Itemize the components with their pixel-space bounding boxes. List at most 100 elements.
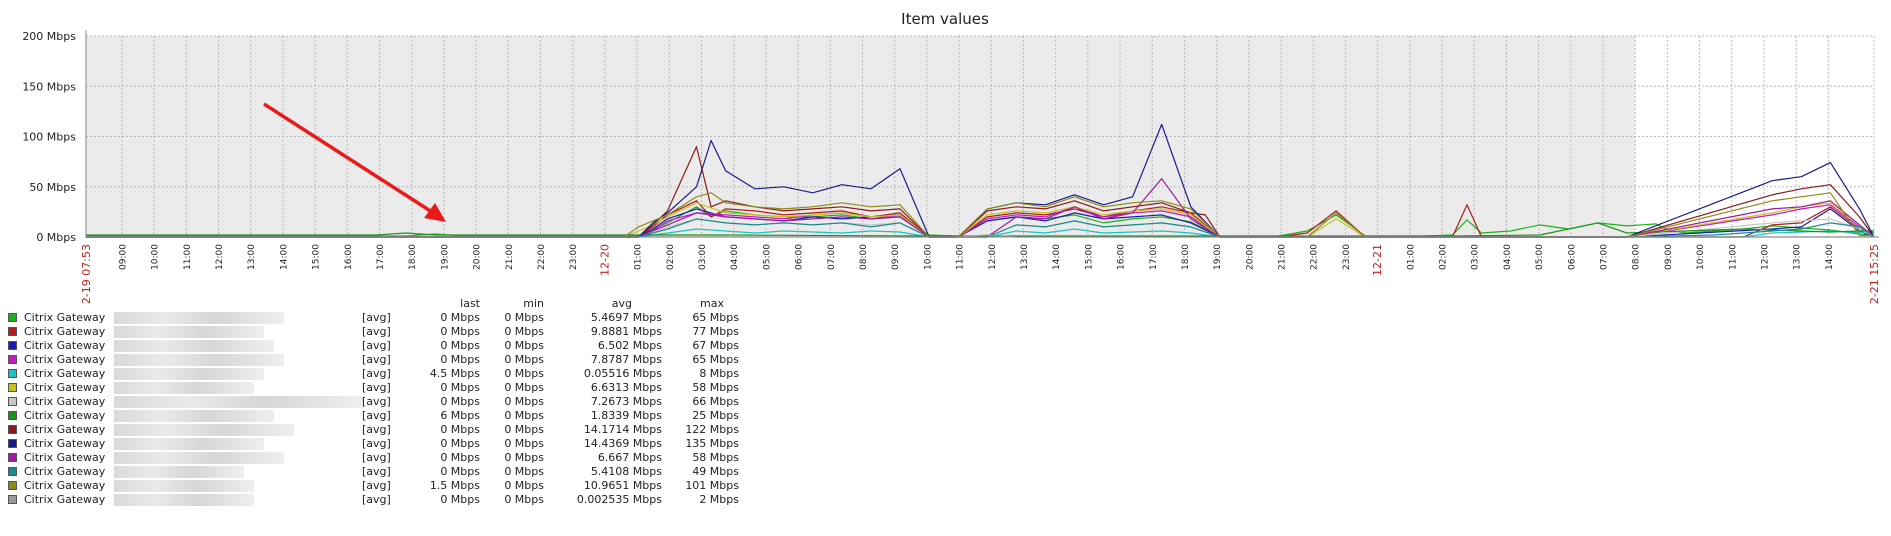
y-tick-label: 0 Mbps — [36, 231, 76, 244]
y-tick-label: 200 Mbps — [22, 30, 76, 43]
legend-last-value: 0 Mbps — [440, 339, 480, 352]
arrow-head — [424, 203, 446, 222]
legend-row: Citrix Gateway [avg] 0 Mbps 0 Mbps 7.2673 Mb… — [8, 395, 748, 409]
series-line-8 — [86, 222, 1874, 237]
x-tick-label: 09:00 — [891, 244, 901, 270]
legend-min-value: 0 Mbps — [504, 311, 544, 324]
x-tick-label: 07:00 — [1600, 244, 1610, 270]
redacted-item-key — [114, 494, 254, 506]
legend-max-value: 49 Mbps — [692, 465, 739, 478]
legend-avg-value: 6.502 Mbps — [597, 339, 662, 352]
legend-row: Citrix Gateway [avg] 0 Mbps 0 Mbps 6.667 Mbp… — [8, 451, 748, 465]
x-tick-label: 17:00 — [376, 244, 386, 270]
y-axis-ticks: 0 Mbps 50 Mbps 100 Mbps 150 Mbps 200 Mbps — [22, 30, 76, 244]
x-tick-label: 14:00 — [1825, 244, 1835, 270]
legend-min-value: 0 Mbps — [504, 367, 544, 380]
x-tick-label: 19:00 — [440, 244, 450, 270]
redacted-item-key — [114, 438, 264, 450]
arrow-shaft — [263, 102, 433, 214]
legend-row: Citrix Gateway [avg] 0 Mbps 0 Mbps 0.002535 … — [8, 493, 748, 507]
legend-row: Citrix Gateway [avg] 0 Mbps 0 Mbps 9.8881 Mb… — [8, 325, 748, 339]
x-tick-label: 12-20 — [598, 244, 611, 276]
redacted-item-key — [114, 354, 284, 366]
redacted-item-key — [114, 312, 284, 324]
legend-row: Citrix Gateway [avg] 4.5 Mbps 0 Mbps 0.05516… — [8, 367, 748, 381]
x-tick-label: 23:00 — [1342, 244, 1352, 270]
x-tick-label: 02:00 — [666, 244, 676, 270]
x-tick-label: 22:00 — [537, 244, 547, 270]
legend: last min avg max Citrix Gateway [avg] 0 Mb… — [8, 297, 748, 507]
x-tick-label: 11:00 — [1728, 244, 1738, 270]
x-tick-label: 06:00 — [1567, 244, 1577, 270]
legend-color-swatch — [8, 495, 17, 504]
legend-avg-value: 6.6313 Mbps — [590, 381, 662, 394]
legend-avg-value: 7.8787 Mbps — [590, 353, 662, 366]
legend-function: [avg] — [362, 395, 391, 408]
legend-item-name: Citrix Gateway — [24, 465, 106, 478]
redacted-item-key — [114, 424, 294, 436]
legend-max-value: 2 Mbps — [699, 493, 739, 506]
series-line-12 — [86, 218, 1875, 238]
x-tick-label: 04:00 — [730, 244, 740, 270]
legend-last-value: 0 Mbps — [440, 311, 480, 324]
x-tick-label: 15:00 — [312, 244, 322, 270]
legend-max-value: 58 Mbps — [692, 381, 739, 394]
legend-item-name: Citrix Gateway — [24, 353, 106, 366]
y-tick-label: 50 Mbps — [29, 181, 76, 194]
legend-last-value: 6 Mbps — [440, 409, 480, 422]
legend-row: Citrix Gateway [avg] 1.5 Mbps 0 Mbps 10.9651… — [8, 479, 748, 493]
legend-min-value: 0 Mbps — [504, 339, 544, 352]
legend-item-name: Citrix Gateway — [24, 311, 106, 324]
legend-max-value: 101 Mbps — [685, 479, 739, 492]
legend-max-value: 67 Mbps — [692, 339, 739, 352]
legend-color-swatch — [8, 369, 17, 378]
legend-function: [avg] — [362, 381, 391, 394]
redacted-item-key — [114, 466, 244, 478]
x-tick-label: 13:00 — [247, 244, 257, 270]
x-tick-label: 08:00 — [1632, 244, 1642, 270]
x-tick-label: 16:00 — [1117, 244, 1127, 270]
x-tick-label: 17:00 — [1149, 244, 1159, 270]
x-tick-label: 10:00 — [1696, 244, 1706, 270]
legend-item-name: Citrix Gateway — [24, 409, 106, 422]
legend-avg-value: 0.002535 Mbps — [576, 493, 662, 506]
legend-item-name: Citrix Gateway — [24, 423, 106, 436]
legend-row: Citrix Gateway [avg] 0 Mbps 0 Mbps 7.8787 Mb… — [8, 353, 748, 367]
x-tick-label: 16:00 — [344, 244, 354, 270]
legend-min-value: 0 Mbps — [504, 451, 544, 464]
legend-avg-value: 14.4369 Mbps — [583, 437, 662, 450]
redacted-item-key — [114, 368, 264, 380]
x-tick-label: 03:00 — [1471, 244, 1481, 270]
x-tick-label: 12:00 — [988, 244, 998, 270]
legend-row: Citrix Gateway [avg] 0 Mbps 0 Mbps 6.6313 Mb… — [8, 381, 748, 395]
redacted-item-key — [114, 382, 254, 394]
legend-row: Citrix Gateway [avg] 0 Mbps 0 Mbps 14.4369 M… — [8, 437, 748, 451]
legend-max-value: 25 Mbps — [692, 409, 739, 422]
legend-header-max: max — [700, 297, 724, 310]
legend-color-swatch — [8, 425, 17, 434]
x-tick-label: 18:00 — [408, 244, 418, 270]
legend-max-value: 65 Mbps — [692, 311, 739, 324]
legend-header: last min avg max — [8, 297, 748, 311]
legend-function: [avg] — [362, 423, 391, 436]
x-tick-label: 18:00 — [1181, 244, 1191, 270]
series-line-5 — [86, 228, 1874, 238]
redacted-item-key — [114, 452, 284, 464]
legend-last-value: 0 Mbps — [440, 437, 480, 450]
legend-row: Citrix Gateway [avg] 0 Mbps 0 Mbps 14.1714 M… — [8, 423, 748, 437]
legend-row: Citrix Gateway [avg] 0 Mbps 0 Mbps 6.502 Mbp… — [8, 339, 748, 353]
legend-min-value: 0 Mbps — [504, 381, 544, 394]
legend-last-value: 0 Mbps — [440, 395, 480, 408]
legend-avg-value: 10.9651 Mbps — [583, 479, 662, 492]
legend-max-value: 66 Mbps — [692, 395, 739, 408]
legend-item-name: Citrix Gateway — [24, 367, 106, 380]
legend-header-avg: avg — [611, 297, 632, 310]
x-tick-label: 03:00 — [698, 244, 708, 270]
legend-function: [avg] — [362, 339, 391, 352]
plot-shaded-area — [86, 36, 1636, 237]
legend-rows: Citrix Gateway [avg] 0 Mbps 0 Mbps 5.4697 Mb… — [8, 311, 748, 507]
legend-row: Citrix Gateway [avg] 6 Mbps 0 Mbps 1.8339 Mb… — [8, 409, 748, 423]
legend-function: [avg] — [362, 479, 391, 492]
x-tick-label: 12:00 — [215, 244, 225, 270]
legend-min-value: 0 Mbps — [504, 325, 544, 338]
